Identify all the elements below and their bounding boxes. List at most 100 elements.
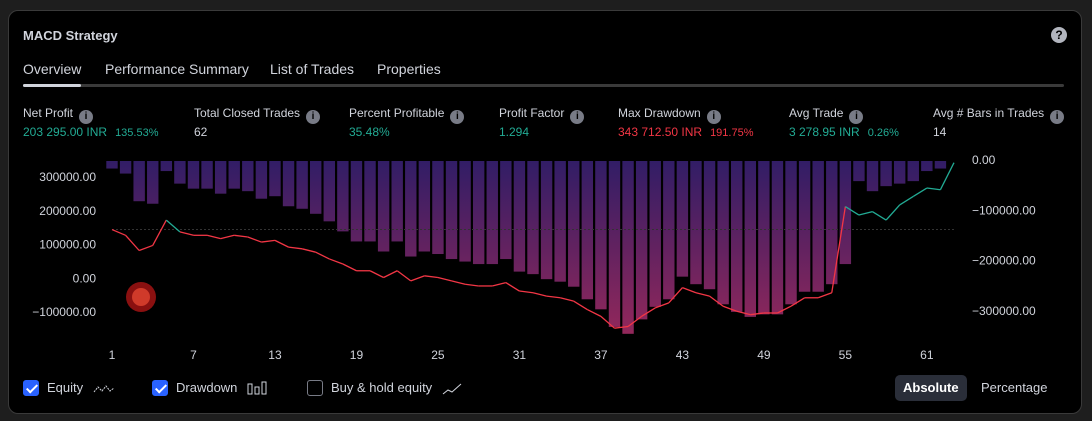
toggle-label: Drawdown — [176, 380, 238, 395]
x-tick-label: 25 — [431, 348, 445, 360]
equity-segment — [627, 315, 643, 328]
metric-value: 62 — [194, 125, 207, 139]
equity-segment — [492, 281, 506, 287]
drawdown-bar — [296, 161, 308, 209]
drawdown-bar — [350, 161, 363, 242]
metric-value: 14 — [933, 125, 946, 139]
info-icon[interactable]: i — [1050, 110, 1065, 124]
drawdown-bar — [581, 161, 594, 300]
info-icon[interactable]: i — [706, 110, 721, 124]
equity-segment — [587, 309, 602, 317]
metric-percent: 0.26% — [867, 127, 899, 139]
drawdown-bar — [174, 161, 186, 184]
x-tick-label: 37 — [594, 348, 608, 360]
drawdown-bar — [500, 161, 512, 260]
metric-value-text: 62 — [194, 125, 208, 139]
metric-label-text: Percent Profitable — [349, 106, 445, 120]
metric-value-text: 35.48% — [349, 125, 390, 139]
drawdown-bar — [866, 161, 879, 192]
info-icon[interactable]: i — [849, 110, 864, 124]
equity-segment — [261, 239, 276, 243]
equity-segment — [410, 275, 425, 282]
equity-toggle[interactable]: Equity — [23, 379, 115, 397]
x-tick-label: 61 — [920, 348, 934, 360]
drawdown-bar — [676, 161, 689, 277]
metric-label: Avg Trade i — [789, 106, 864, 124]
drawdown-bar — [282, 161, 295, 207]
metric-value: 1.294 — [499, 125, 529, 139]
drawdown-bar — [187, 161, 200, 189]
drawdown-bar — [907, 161, 919, 182]
drawdown-bar — [826, 161, 838, 285]
drawdown-bar — [377, 161, 390, 252]
info-icon[interactable]: i — [450, 110, 465, 124]
equity-segment — [831, 206, 846, 293]
drawdown-bar — [201, 161, 213, 189]
tab[interactable]: Overview — [23, 61, 82, 77]
tab[interactable]: Properties — [377, 61, 441, 77]
y-tick-label: 300000.00 — [39, 170, 96, 184]
drawdown-bar — [771, 161, 784, 315]
equity-segment — [451, 280, 466, 285]
x-tick-label: 13 — [268, 348, 282, 360]
drawdown-bar — [622, 161, 634, 334]
drawdown-toggle[interactable]: Drawdown — [152, 379, 267, 397]
equity-segment — [383, 270, 398, 279]
metric-label: Max Drawdown i — [618, 106, 721, 124]
metric-value-text: 3 278.95 INR — [789, 125, 860, 139]
drawdown-bar — [540, 161, 553, 280]
tab[interactable]: Performance Summary — [105, 61, 249, 77]
y-tick-label: −100000.00 — [32, 305, 96, 319]
equity-segment — [247, 236, 262, 243]
drawdown-bar — [133, 161, 145, 202]
x-tick-label: 43 — [676, 348, 690, 360]
metric-label: Avg # Bars in Trades i — [933, 106, 1065, 124]
metric-label-text: Avg # Bars in Trades — [933, 106, 1045, 120]
x-tick-label: 1 — [109, 348, 116, 360]
drawdown-bar — [635, 161, 648, 320]
equity-segment — [695, 292, 710, 297]
drawdown-bar — [323, 161, 335, 222]
drawdown-bar — [147, 161, 159, 204]
metric-label-text: Avg Trade — [789, 106, 844, 120]
drawdown-bar — [893, 161, 906, 184]
equity-segment — [465, 283, 479, 287]
equity-segment — [777, 305, 792, 314]
equity-segment — [125, 234, 140, 251]
equity-segment — [641, 307, 656, 317]
help-button[interactable]: ? — [1051, 27, 1067, 43]
drawdown-bar — [418, 161, 431, 252]
equity-segment — [736, 310, 751, 316]
equity-segment — [206, 234, 221, 240]
metric-value: 343 712.50 INR 191.75% — [618, 125, 754, 139]
y2-tick-label: −100000.00 — [972, 203, 1036, 217]
drawdown-bar — [160, 161, 173, 172]
tab[interactable]: List of Trades — [270, 61, 355, 77]
logo — [132, 288, 150, 306]
info-icon[interactable]: i — [79, 110, 94, 124]
drawdown-bar — [106, 161, 118, 169]
x-tick-label: 19 — [350, 348, 364, 360]
equity-segment — [912, 187, 928, 198]
drawdown-bar — [119, 161, 132, 174]
info-icon[interactable]: i — [306, 110, 321, 124]
drawdown-bar — [798, 161, 811, 292]
percentage-button[interactable]: Percentage — [981, 380, 1048, 395]
equity-segment — [532, 292, 547, 297]
equity-segment — [165, 219, 181, 233]
metric-percent: 191.75% — [710, 127, 754, 139]
strategy-panel: MACD Strategy ? Overview Performance Sum… — [8, 10, 1082, 414]
absolute-button[interactable]: Absolute — [895, 375, 967, 401]
equity-segment — [138, 244, 153, 252]
info-icon[interactable]: i — [570, 110, 585, 124]
drawdown-bar — [717, 161, 729, 305]
drawdown-bar — [921, 161, 933, 172]
y2-tick-label: 0.00 — [972, 153, 996, 167]
equity-segment — [709, 295, 724, 307]
drawdown-bar — [934, 161, 947, 169]
equity-segment — [342, 263, 357, 272]
x-tick-label: 49 — [757, 348, 771, 360]
y2-tick-label: −200000.00 — [972, 254, 1036, 268]
buy-hold-toggle[interactable]: Buy & hold equity — [307, 379, 462, 397]
